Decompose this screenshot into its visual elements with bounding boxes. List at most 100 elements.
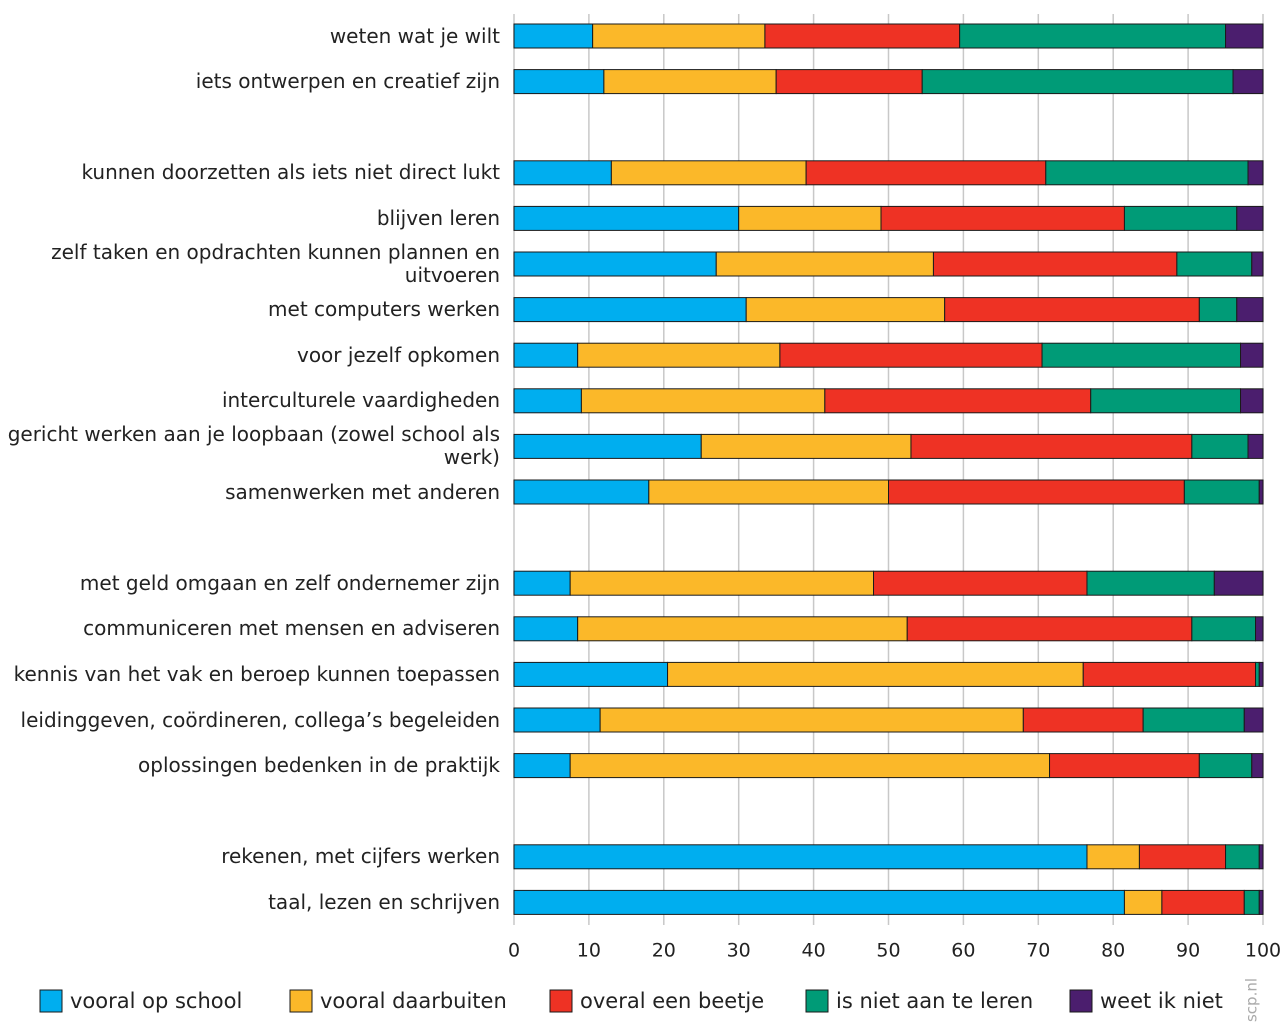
y-tick-label: voor jezelf opkomen bbox=[296, 342, 500, 367]
bar-segment bbox=[1022, 707, 1144, 733]
bar-segment bbox=[1236, 297, 1264, 323]
bar-segment bbox=[513, 661, 669, 687]
legend-swatch bbox=[549, 989, 573, 1013]
bar-segment bbox=[959, 23, 1227, 49]
legend-label: overal een beetje bbox=[580, 989, 764, 1013]
legend-swatch bbox=[1069, 989, 1093, 1013]
bar-segment bbox=[580, 388, 826, 414]
bar-segment bbox=[944, 297, 1200, 323]
x-tick-label: 90 bbox=[1176, 940, 1200, 962]
x-tick-label: 70 bbox=[1026, 940, 1050, 962]
x-tick-label: 10 bbox=[577, 940, 601, 962]
bar-segment bbox=[513, 160, 612, 186]
bar-segment bbox=[577, 616, 908, 642]
bar-segment bbox=[1258, 889, 1264, 915]
bar-segment bbox=[1240, 388, 1264, 414]
y-tick-label: kunnen doorzetten als iets niet direct l… bbox=[81, 160, 500, 185]
legend-label: vooral daarbuiten bbox=[320, 989, 507, 1013]
bar-segment bbox=[824, 388, 1092, 414]
source: scp.nl bbox=[1243, 978, 1261, 1022]
y-tick-label: met geld omgaan en zelf ondernemer zijn bbox=[79, 570, 500, 595]
x-tick-label: 60 bbox=[951, 940, 975, 962]
bar-segment bbox=[513, 297, 747, 323]
bar-segment bbox=[1255, 616, 1264, 642]
bar-segment bbox=[1183, 479, 1260, 505]
bar-segment bbox=[1123, 889, 1163, 915]
bar-segment bbox=[1258, 844, 1264, 870]
bar-segment bbox=[1236, 205, 1264, 231]
x-tick-label: 50 bbox=[876, 940, 900, 962]
y-tick-label: iets ontwerpen en creatief zijn bbox=[195, 69, 500, 94]
x-tick-label: 40 bbox=[802, 940, 826, 962]
bar-segment bbox=[513, 388, 582, 414]
y-tick-label: oplossingen bedenken in de praktijk bbox=[138, 753, 500, 778]
bar-segment bbox=[513, 570, 571, 596]
bar-segment bbox=[569, 753, 1051, 779]
bar-segment bbox=[1138, 844, 1227, 870]
bar-segment bbox=[1082, 661, 1257, 687]
bar-segment bbox=[738, 205, 882, 231]
bar-segment bbox=[592, 23, 766, 49]
bar-segment bbox=[700, 433, 912, 459]
bar-segment bbox=[513, 342, 579, 368]
bar-segment bbox=[873, 570, 1088, 596]
bar-segment bbox=[779, 342, 1043, 368]
bar-segment bbox=[513, 707, 601, 733]
bar-segment bbox=[1142, 707, 1245, 733]
bar-segment bbox=[1045, 160, 1249, 186]
bar-segment bbox=[775, 69, 923, 95]
y-tick-label: samenwerken met anderen bbox=[225, 479, 500, 504]
y-tick-label: communiceren met mensen en adviseren bbox=[83, 616, 500, 641]
bar-segment bbox=[513, 889, 1125, 915]
y-tick-label: leidinggeven, coördineren, collega’s beg… bbox=[20, 707, 500, 732]
x-tick-label: 100 bbox=[1245, 940, 1281, 962]
y-tick-label: gericht werken aan je loopbaan (zowel sc… bbox=[7, 422, 500, 470]
bar-segment bbox=[513, 479, 650, 505]
x-tick-label: 30 bbox=[727, 940, 751, 962]
bar-segment bbox=[1255, 661, 1260, 687]
bar-segment bbox=[603, 69, 777, 95]
bar-segment bbox=[1041, 342, 1242, 368]
y-tick-label: blijven leren bbox=[376, 205, 500, 230]
legend-swatch bbox=[805, 989, 829, 1013]
bar-segment bbox=[577, 342, 781, 368]
bar-segment bbox=[1198, 297, 1238, 323]
bar-segment bbox=[610, 160, 807, 186]
legend-swatch bbox=[39, 989, 63, 1013]
legend-swatch bbox=[289, 989, 313, 1013]
y-tick-label: interculturele vaardigheden bbox=[221, 388, 500, 413]
bar-segment bbox=[1191, 616, 1257, 642]
bar-segment bbox=[1086, 570, 1215, 596]
legend-label: weet ik niet bbox=[1100, 989, 1223, 1013]
bar-segment bbox=[1049, 753, 1200, 779]
bar-segment bbox=[513, 753, 571, 779]
bar-segment bbox=[1251, 753, 1264, 779]
bar-segment bbox=[648, 479, 889, 505]
bar-segment bbox=[513, 433, 702, 459]
bar-segment bbox=[513, 844, 1088, 870]
legend-label: is niet aan te leren bbox=[836, 989, 1033, 1013]
bar-segment bbox=[1090, 388, 1242, 414]
bar-segment bbox=[599, 707, 1024, 733]
bar-segment bbox=[764, 23, 961, 49]
bar-segment bbox=[1213, 570, 1264, 596]
bar-segment bbox=[1198, 753, 1253, 779]
x-tick-label: 20 bbox=[652, 940, 676, 962]
y-tick-label: weten wat je wilt bbox=[329, 23, 500, 48]
bar-segment bbox=[1258, 479, 1264, 505]
bar-segment bbox=[513, 23, 594, 49]
bar-segment bbox=[1247, 433, 1264, 459]
legend-label: vooral op school bbox=[70, 989, 242, 1013]
bar-segment bbox=[880, 205, 1125, 231]
bar-segment bbox=[910, 433, 1193, 459]
y-tick-label: kennis van het vak en beroep kunnen toep… bbox=[13, 661, 500, 686]
x-tick-label: 80 bbox=[1101, 940, 1125, 962]
bar-segment bbox=[1225, 23, 1264, 49]
bar-segment bbox=[1258, 661, 1264, 687]
bar-segment bbox=[906, 616, 1193, 642]
bar-segment bbox=[932, 251, 1178, 277]
bar-segment bbox=[745, 297, 946, 323]
bar-segment bbox=[715, 251, 934, 277]
